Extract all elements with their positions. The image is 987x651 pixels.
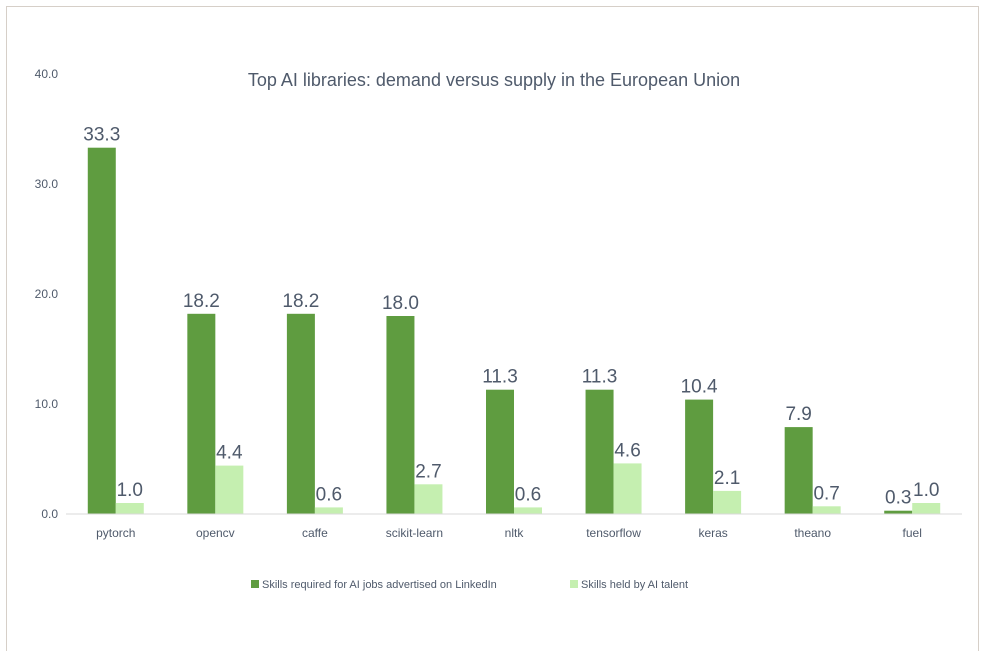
bar-demand-nltk [486, 389, 514, 514]
data-label: 1.0 [117, 480, 143, 501]
x-tick-label: caffe [302, 526, 328, 540]
y-tick-label: 20.0 [35, 287, 59, 301]
x-tick-label: fuel [903, 526, 922, 540]
x-tick-label: nltk [505, 526, 525, 540]
bar-supply-fuel [912, 503, 941, 514]
bar-supply-opencv [215, 465, 244, 514]
bar-supply-tensorflow [613, 463, 642, 514]
chart-frame [6, 6, 979, 651]
bar-demand-fuel [884, 510, 913, 514]
data-label: 11.3 [582, 367, 618, 388]
bar-demand-tensorflow [585, 389, 614, 514]
x-tick-label: keras [698, 526, 727, 540]
y-tick-label: 10.0 [35, 397, 59, 411]
data-label: 2.7 [415, 461, 441, 482]
bar-demand-opencv [187, 313, 216, 514]
x-tick-label: scikit-learn [386, 526, 443, 540]
x-tick-label: theano [794, 526, 831, 540]
data-label: 4.4 [216, 443, 243, 464]
bar-supply-scikit-learn [414, 484, 443, 514]
data-label: 0.7 [813, 483, 839, 504]
bar-supply-caffe [314, 507, 343, 514]
data-label: 0.3 [885, 488, 911, 509]
x-tick-label: opencv [196, 526, 235, 540]
data-label: 7.9 [785, 404, 811, 425]
bar-supply-pytorch [115, 503, 144, 514]
bar-supply-keras [713, 490, 742, 514]
bar-demand-pytorch [87, 147, 116, 514]
bar-supply-nltk [514, 507, 542, 514]
bar-demand-caffe [286, 313, 315, 514]
data-label: 0.6 [316, 484, 342, 505]
bar-demand-theano [784, 427, 813, 514]
data-label: 1.0 [913, 480, 939, 501]
legend-swatch [251, 580, 259, 588]
data-label: 0.6 [515, 484, 541, 505]
bar-demand-keras [685, 399, 714, 514]
legend-label: Skills required for AI jobs advertised o… [262, 579, 497, 591]
chart-title: Top AI libraries: demand versus supply i… [248, 70, 740, 90]
y-tick-label: 0.0 [41, 507, 58, 521]
y-tick-label: 30.0 [35, 177, 59, 191]
x-tick-label: pytorch [96, 526, 135, 540]
data-label: 33.3 [83, 125, 120, 146]
y-tick-label: 40.0 [35, 67, 59, 81]
data-label: 10.4 [681, 377, 718, 398]
bar-supply-theano [812, 506, 841, 514]
bar-demand-scikit-learn [386, 316, 415, 514]
x-tick-label: tensorflow [586, 526, 641, 540]
legend-swatch [570, 580, 578, 588]
legend-label: Skills held by AI talent [581, 579, 688, 591]
data-label: 11.3 [482, 367, 518, 388]
data-label: 18.2 [183, 291, 220, 312]
data-label: 18.2 [282, 291, 319, 312]
data-label: 18.0 [382, 293, 419, 314]
data-label: 4.6 [614, 440, 640, 461]
data-label: 2.1 [714, 468, 740, 489]
